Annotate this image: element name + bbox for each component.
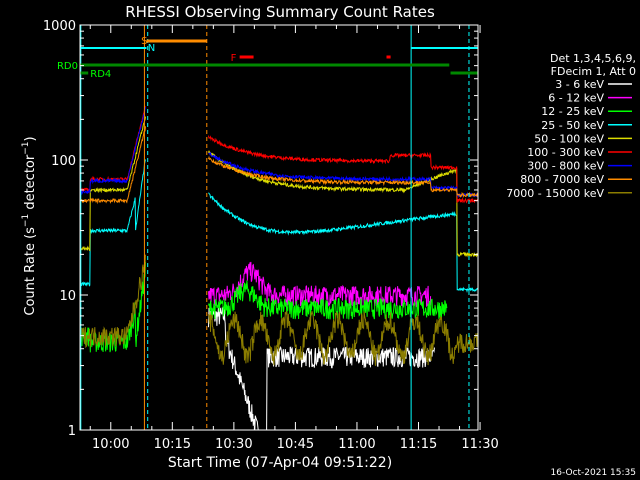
x-tick-label-1: 10:15 (154, 437, 191, 452)
flag-label-n: N (148, 43, 155, 54)
legend: Det 1,3,4,5,6,9,FDecim 1, Att 03 - 6 keV… (506, 52, 636, 200)
flag-label-rd4: RD4 (90, 69, 111, 80)
series-line-8 (79, 126, 479, 205)
flag-label-s: S (141, 36, 147, 47)
series-line-7 (79, 107, 479, 198)
plot-frame (79, 24, 479, 431)
x-tick-label-4: 11:00 (338, 437, 375, 452)
x-tick-label-2: 10:30 (215, 437, 252, 452)
series-line-4 (79, 159, 479, 293)
x-tick-label-3: 10:45 (277, 437, 314, 452)
series-line-1 (208, 307, 435, 431)
legend-label-1: 3 - 6 keV (555, 78, 604, 91)
legend-label-4: 25 - 50 keV (541, 119, 604, 132)
legend-header-1: FDecim 1, Att 0 (551, 65, 636, 78)
legend-label-9: 7000 - 15000 keV (506, 187, 604, 200)
chart-title: RHESSI Observing Summary Count Rates (125, 3, 435, 21)
legend-label-8: 800 - 7000 keV (520, 173, 604, 186)
series-line-5 (79, 116, 478, 258)
plot-area: SN F RD0 RD4 10:00 10:15 10:30 10:45 11:00 11:15 1… (43, 19, 499, 452)
timestamp: 16-Oct-2021 15:35 (551, 468, 636, 478)
x-tick-label-0: 10:00 (92, 437, 129, 452)
legend-header-0: Det 1,3,4,5,6,9, (550, 52, 636, 65)
y-tick-label-1: 10 (59, 289, 76, 304)
y-axis-label: Count Rate (s−1 detector−1) (21, 136, 38, 315)
legend-label-2: 6 - 12 keV (548, 92, 604, 105)
flag-label-rd0: RD0 (57, 61, 78, 72)
x-axis-label: Start Time (07-Apr-04 09:51:22) (168, 455, 392, 471)
y-tick-label-0: 1 (68, 424, 76, 439)
series-line-2 (208, 261, 432, 308)
flag-label-f: F (231, 53, 237, 64)
legend-label-5: 50 - 100 keV (534, 132, 604, 145)
legend-label-6: 100 - 300 keV (527, 146, 604, 159)
x-tick-label-5: 11:15 (400, 437, 437, 452)
series-line-9 (79, 254, 479, 366)
series-line-6 (79, 105, 478, 204)
y-tick-label-2: 100 (51, 154, 76, 169)
x-tick-label-6: 11:30 (461, 437, 498, 452)
y-tick-label-3: 1000 (43, 19, 76, 34)
legend-label-7: 300 - 800 keV (527, 160, 604, 173)
legend-label-3: 12 - 25 keV (541, 105, 604, 118)
